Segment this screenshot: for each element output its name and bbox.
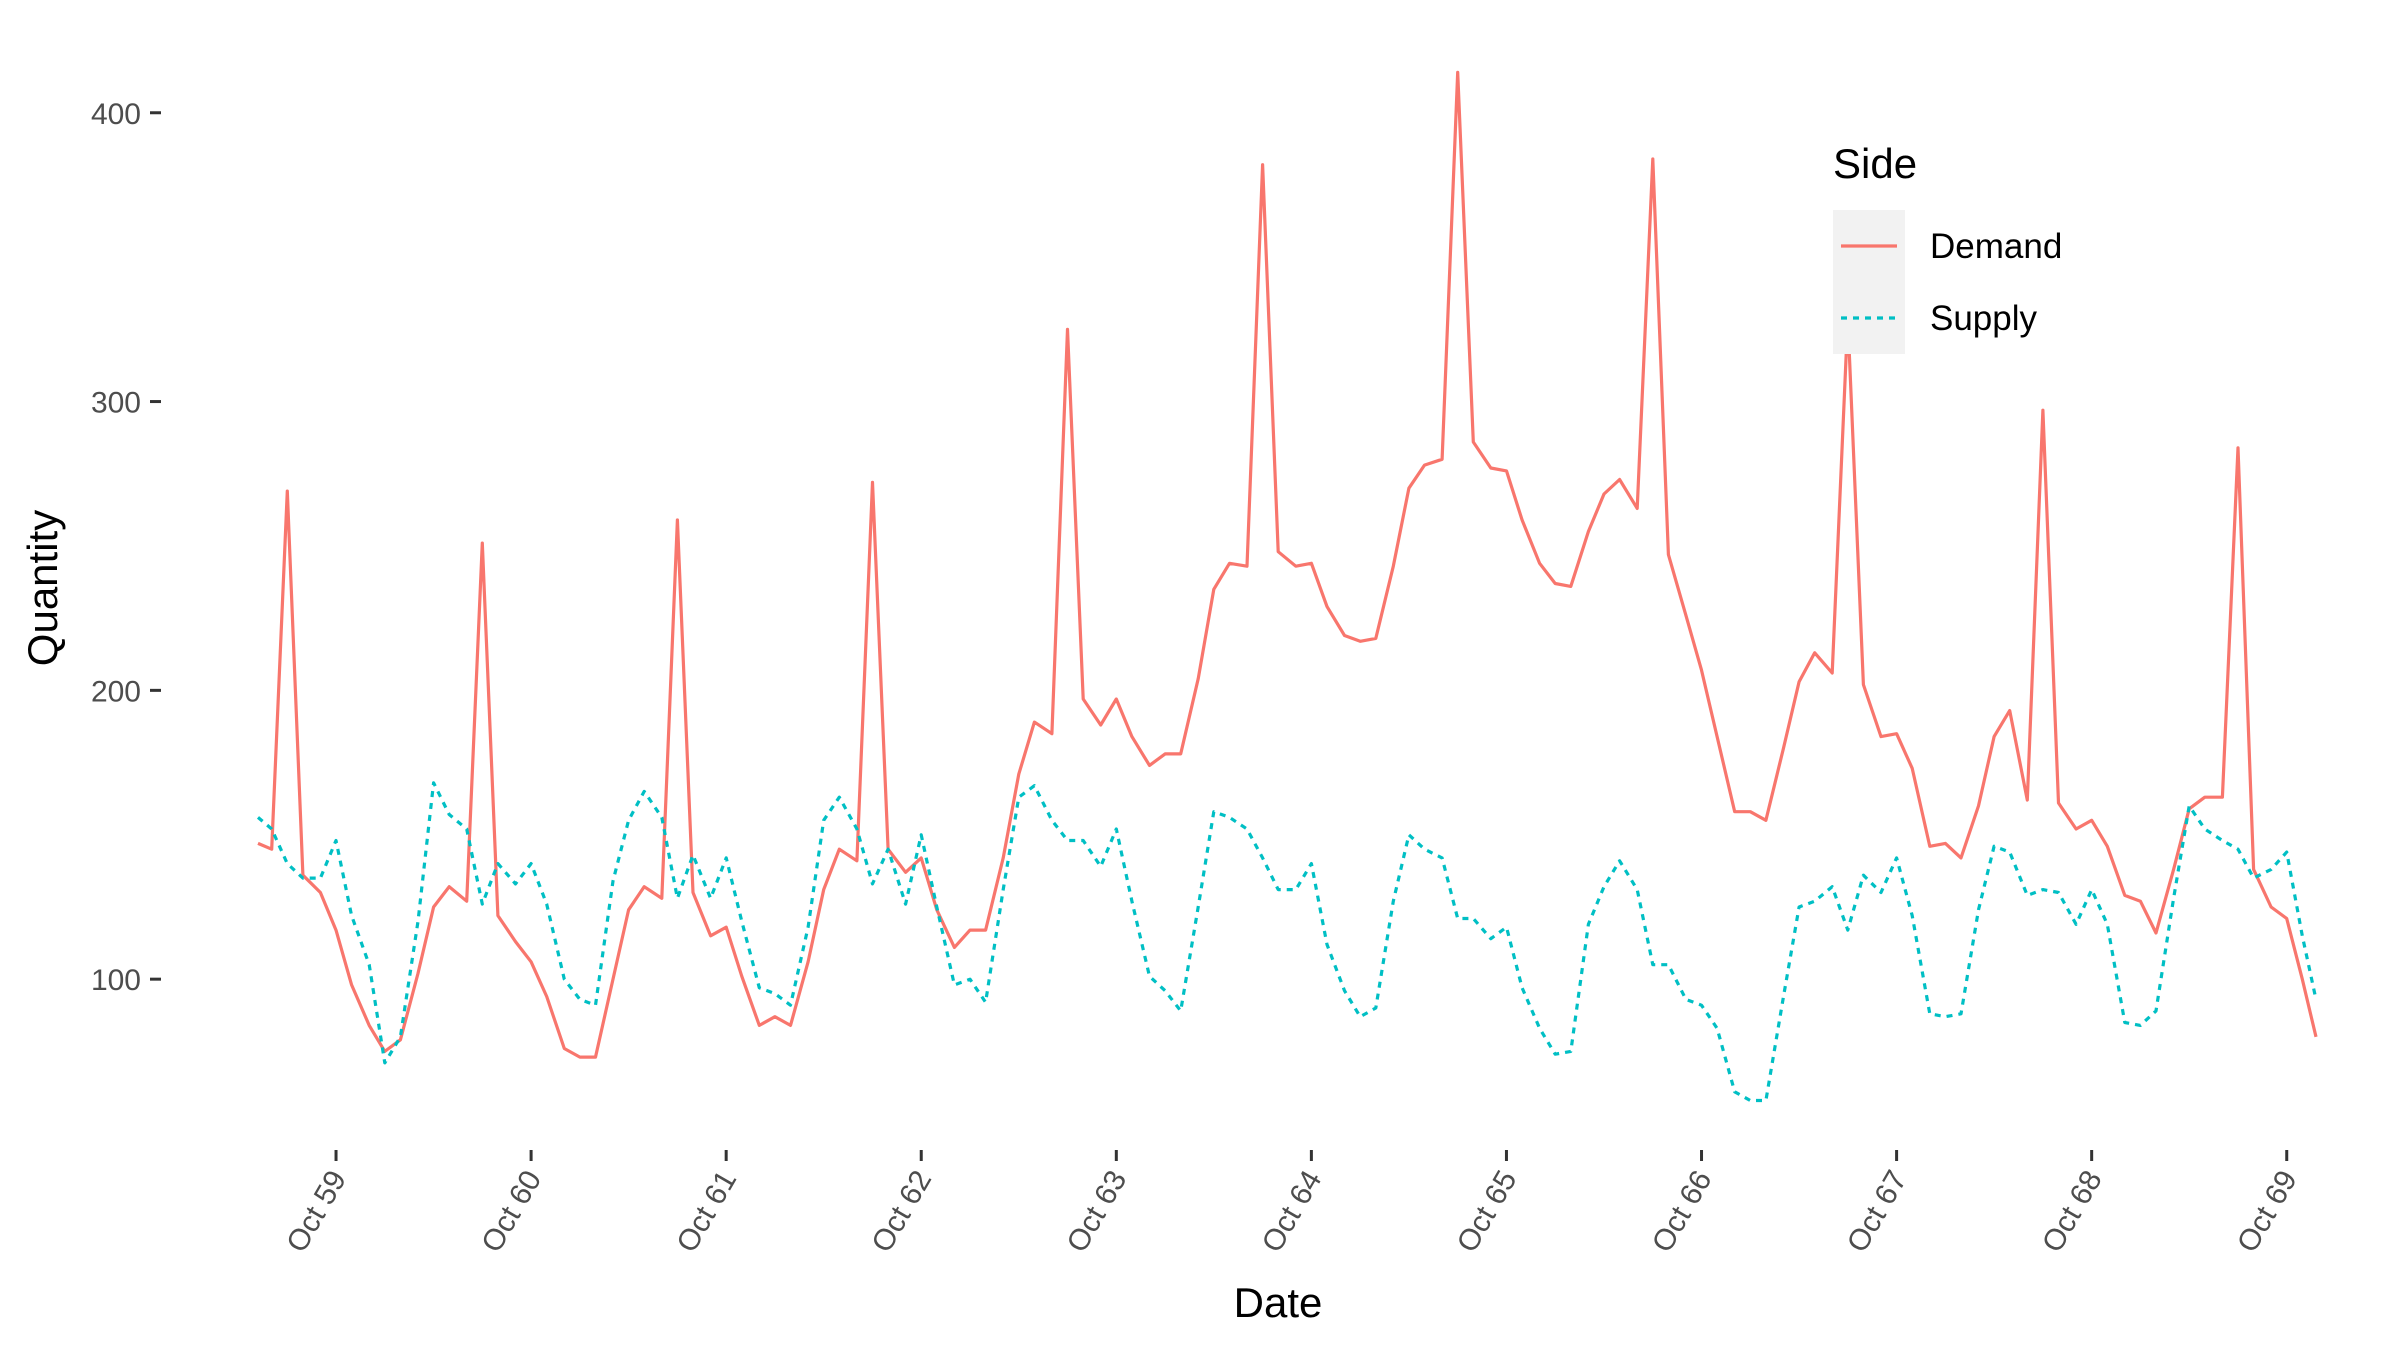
legend-key-background (1833, 210, 1905, 354)
plot-lines (256, 70, 2318, 1103)
x-tick-label: Oct 65 (1451, 1165, 1524, 1258)
y-axis-title: Quantity (19, 510, 66, 666)
y-axis: 100 200 300 400 (91, 98, 161, 997)
x-tick-label: Oct 59 (280, 1165, 353, 1258)
x-tick-label: Oct 64 (1256, 1165, 1329, 1258)
series-line-supply (256, 781, 2318, 1103)
x-tick-label: Oct 62 (866, 1165, 939, 1258)
y-tick-label: 200 (91, 675, 141, 708)
series-line-demand (257, 70, 2318, 1059)
legend-label-demand: Demand (1930, 227, 2062, 266)
x-axis-title: Date (1234, 1279, 1323, 1326)
legend-label-supply: Supply (1930, 299, 2038, 338)
y-tick-label: 300 (91, 387, 141, 420)
y-tick-label: 400 (91, 98, 141, 131)
x-tick-label: Oct 66 (1646, 1165, 1719, 1258)
x-tick-label: Oct 69 (2231, 1165, 2304, 1258)
x-tick-label: Oct 63 (1061, 1165, 1134, 1258)
legend-title: Side (1833, 140, 1917, 187)
legend: Side Demand Supply (1833, 140, 2062, 354)
y-tick-label: 100 (91, 964, 141, 997)
x-axis: Oct 59 Oct 60 Oct 61 Oct 62 Oct 63 Oct 64 Oct … (280, 1150, 2304, 1258)
x-tick-label: Oct 68 (2036, 1165, 2109, 1258)
x-tick-label: Oct 67 (1841, 1165, 1914, 1258)
x-tick-label: Oct 60 (475, 1165, 548, 1258)
x-tick-label: Oct 61 (670, 1165, 743, 1258)
